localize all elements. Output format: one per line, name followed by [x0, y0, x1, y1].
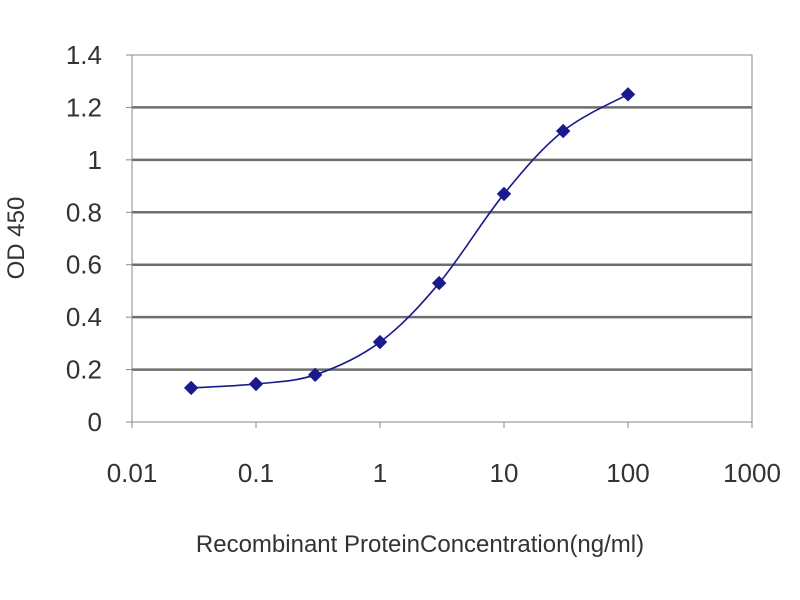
- data-point: [496, 186, 512, 202]
- grid-layer: [132, 106, 752, 371]
- x-tick-label: 1000: [723, 458, 781, 488]
- plot-frame: [131, 54, 753, 423]
- data-point: [183, 380, 199, 396]
- y-tick-label: 0.2: [66, 355, 102, 385]
- series-layer: [183, 87, 636, 396]
- y-tick-label: 1: [88, 145, 102, 175]
- y-tick-label: 0.4: [66, 302, 102, 332]
- y-tick-label: 1.4: [66, 40, 102, 70]
- data-point: [620, 87, 636, 102]
- data-point: [307, 367, 323, 383]
- y-tick-label: 0.6: [66, 250, 102, 280]
- data-point: [372, 334, 388, 350]
- data-point: [431, 275, 447, 291]
- data-point: [248, 376, 264, 392]
- x-tick-label: 0.1: [238, 458, 274, 488]
- y-tick-labels: 0 0.2 0.4 0.6 0.8 1 1.2 1.4: [66, 40, 132, 437]
- x-tick-label: 10: [490, 458, 519, 488]
- y-tick-label: 0.8: [66, 197, 102, 227]
- data-point: [555, 123, 571, 139]
- x-tick-labels: 0.01 0.1 1 10 100 1000: [107, 422, 781, 488]
- x-axis-title: Recombinant ProteinConcentration(ng/ml): [196, 531, 644, 558]
- x-tick-label: 0.01: [107, 458, 158, 488]
- series-line: [191, 93, 629, 389]
- x-tick-label: 100: [606, 458, 649, 488]
- y-tick-label: 0: [88, 407, 102, 437]
- y-axis-title: OD 450: [3, 197, 30, 280]
- y-tick-label: 1.2: [66, 92, 102, 122]
- x-tick-label: 1: [373, 458, 387, 488]
